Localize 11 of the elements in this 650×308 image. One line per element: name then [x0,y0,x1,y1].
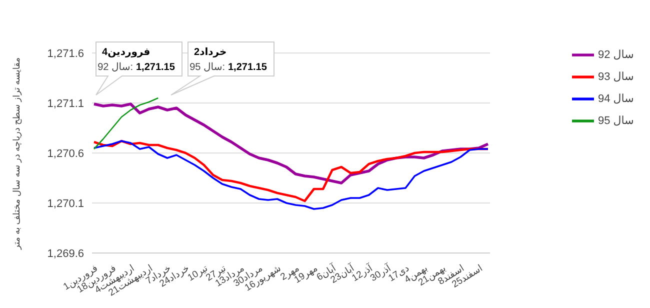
legend-label: سال 93 [598,70,634,83]
y-axis-title: مقایسه تراز سطح دریاچه در سه سال مختلف به متر [12,56,23,250]
y-tick-label: 1,270.1 [47,198,84,210]
y-tick-label: 1,269.6 [47,248,84,260]
y-tick-label: 1,271.1 [47,98,84,110]
legend-label: سال 94 [598,92,634,105]
legend-label: سال 92 [598,48,634,61]
y-tick-label: 1,271.6 [47,48,84,60]
y-tick-label: 1,270.6 [47,148,84,160]
line-series [93,97,159,150]
legend-label: سال 95 [598,114,634,127]
